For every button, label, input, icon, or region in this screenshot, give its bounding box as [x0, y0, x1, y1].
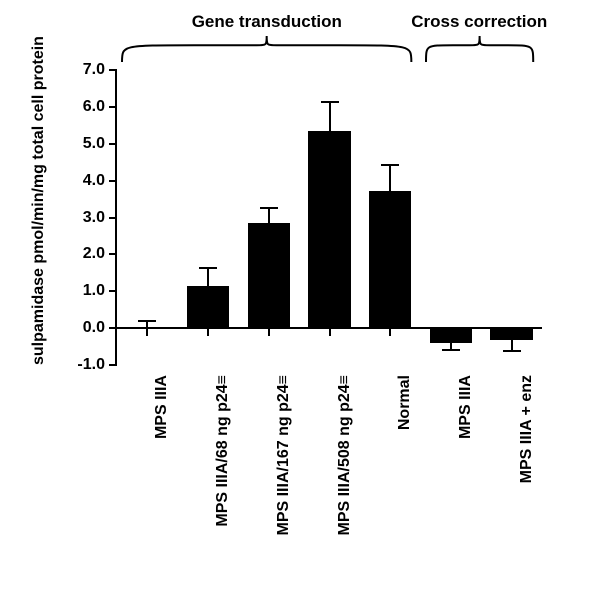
x-axis-label: MPS IIIA/68 ng p24≡: [214, 375, 232, 575]
error-cap: [199, 267, 217, 269]
error-cap: [381, 164, 399, 166]
error-bar: [268, 208, 270, 223]
x-tick: [207, 328, 209, 336]
x-axis-label: MPS IIIA: [153, 375, 171, 575]
y-tick-label: -1.0: [77, 356, 117, 374]
x-axis-label: MPS IIIA + enz: [518, 375, 536, 575]
bar: [248, 223, 291, 328]
chart-container: Gene transduction Cross correction sulpa…: [0, 0, 600, 600]
y-tick-label: 3.0: [83, 209, 117, 227]
x-tick: [268, 328, 270, 336]
x-axis-label: MPS IIIA/167 ng p24≡: [275, 375, 293, 575]
error-bar: [207, 268, 209, 286]
bar: [369, 191, 412, 328]
x-tick: [450, 328, 452, 336]
y-tick-label: 1.0: [83, 282, 117, 300]
x-tick: [329, 328, 331, 336]
x-tick: [389, 328, 391, 336]
y-tick-label: 7.0: [83, 61, 117, 79]
y-tick-label: 0.0: [83, 319, 117, 337]
y-axis-title: sulpamidase pmol/min/mg total cell prote…: [30, 70, 48, 365]
error-cap: [442, 349, 460, 351]
y-tick-label: 2.0: [83, 245, 117, 263]
y-tick-label: 5.0: [83, 135, 117, 153]
error-bar: [329, 102, 331, 130]
group-label-cross-correction: Cross correction: [329, 12, 600, 32]
error-cap: [138, 320, 156, 322]
error-bar: [389, 165, 391, 191]
error-cap: [321, 101, 339, 103]
x-tick: [146, 328, 148, 336]
brace-gene-transduction: [120, 34, 413, 66]
x-axis-label: MPS IIIA/508 ng p24≡: [336, 375, 354, 575]
error-cap: [260, 207, 278, 209]
bar: [308, 131, 351, 328]
y-tick-label: 6.0: [83, 98, 117, 116]
x-tick: [511, 328, 513, 336]
y-tick-label: 4.0: [83, 172, 117, 190]
error-cap: [503, 350, 521, 352]
plot-area: -1.00.01.02.03.04.05.06.07.0: [115, 70, 542, 365]
brace-cross-correction: [424, 34, 535, 66]
x-axis-label: Normal: [396, 375, 414, 575]
bar: [187, 286, 230, 328]
x-axis-label: MPS IIIA: [457, 375, 475, 575]
